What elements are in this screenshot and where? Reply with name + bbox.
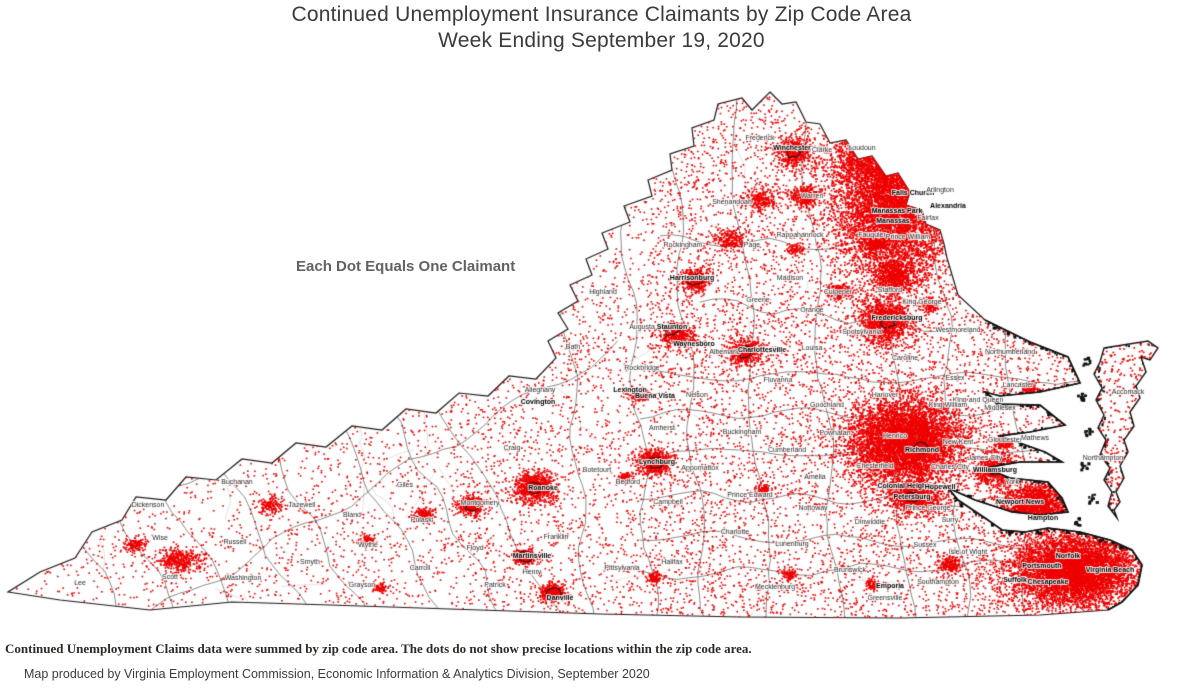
- map-title-line1: Continued Unemployment Insurance Claiman…: [291, 3, 912, 26]
- dot-legend-label: Each Dot Equals One Claimant: [296, 258, 516, 275]
- credit-note: Map produced by Virginia Employment Comm…: [24, 667, 650, 681]
- map-title-line2: Week Ending September 19, 2020: [438, 28, 765, 52]
- data-note: Continued Unemployment Claims data were …: [5, 641, 752, 656]
- map-title: Continued Unemployment Insurance Claiman…: [0, 2, 1203, 53]
